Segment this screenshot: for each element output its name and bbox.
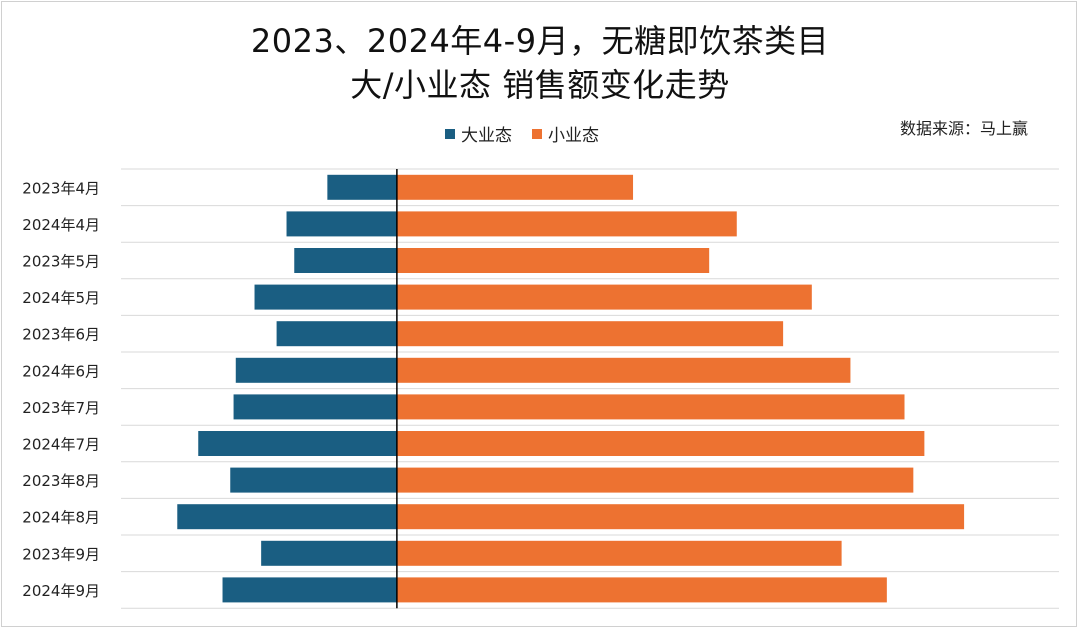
bar-small [396,284,812,310]
legend-swatch-small [532,128,542,139]
category-label: 2024年8月 [22,509,100,527]
bar-small [396,394,905,420]
bar-small [396,357,851,383]
category-label: 2024年7月 [22,436,100,454]
bar-large [286,211,397,237]
category-label: 2024年4月 [22,216,100,234]
legend-label-large: 大业态 [461,126,512,146]
legend-item-large: 大业态 [445,121,512,146]
category-label: 2023年4月 [22,179,100,197]
chart-title-line1: 2023、2024年4-9月，无糖即饮茶类目 [250,22,830,60]
bar-large [254,284,397,310]
bar-large [230,467,397,493]
bar-small [396,211,737,237]
bar-small [396,577,887,603]
bar-large [294,248,397,273]
bar-small [396,504,965,530]
category-label: 2023年7月 [22,399,100,417]
category-label: 2023年8月 [22,472,100,490]
legend-item-small: 小业态 [532,121,599,146]
bar-large [222,577,397,603]
legend: 大业态 小业态 [445,121,619,146]
bar-small [396,431,925,456]
bar-small [396,174,634,200]
bar-large [233,394,397,420]
bar-large [276,321,397,347]
bar-large [261,540,397,566]
bar-large [198,431,397,456]
bar-large [327,174,397,200]
legend-swatch-large [445,128,455,139]
category-label: 2024年6月 [22,362,100,380]
chart-title-line2: 大/小业态 销售额变化走势 [350,66,730,104]
category-label: 2024年9月 [22,582,100,600]
bar-small [396,248,710,273]
bar-small [396,467,914,493]
bar-large [235,357,397,383]
bar-small [396,540,842,566]
category-label: 2024年5月 [22,289,100,307]
bar-large [177,504,397,530]
category-label: 2023年9月 [22,545,100,563]
legend-label-small: 小业态 [548,126,599,146]
category-label: 2023年5月 [22,253,100,271]
data-source-note: 数据来源：马上赢 [899,119,1028,138]
category-label: 2023年6月 [22,326,100,344]
bar-small [396,321,784,347]
